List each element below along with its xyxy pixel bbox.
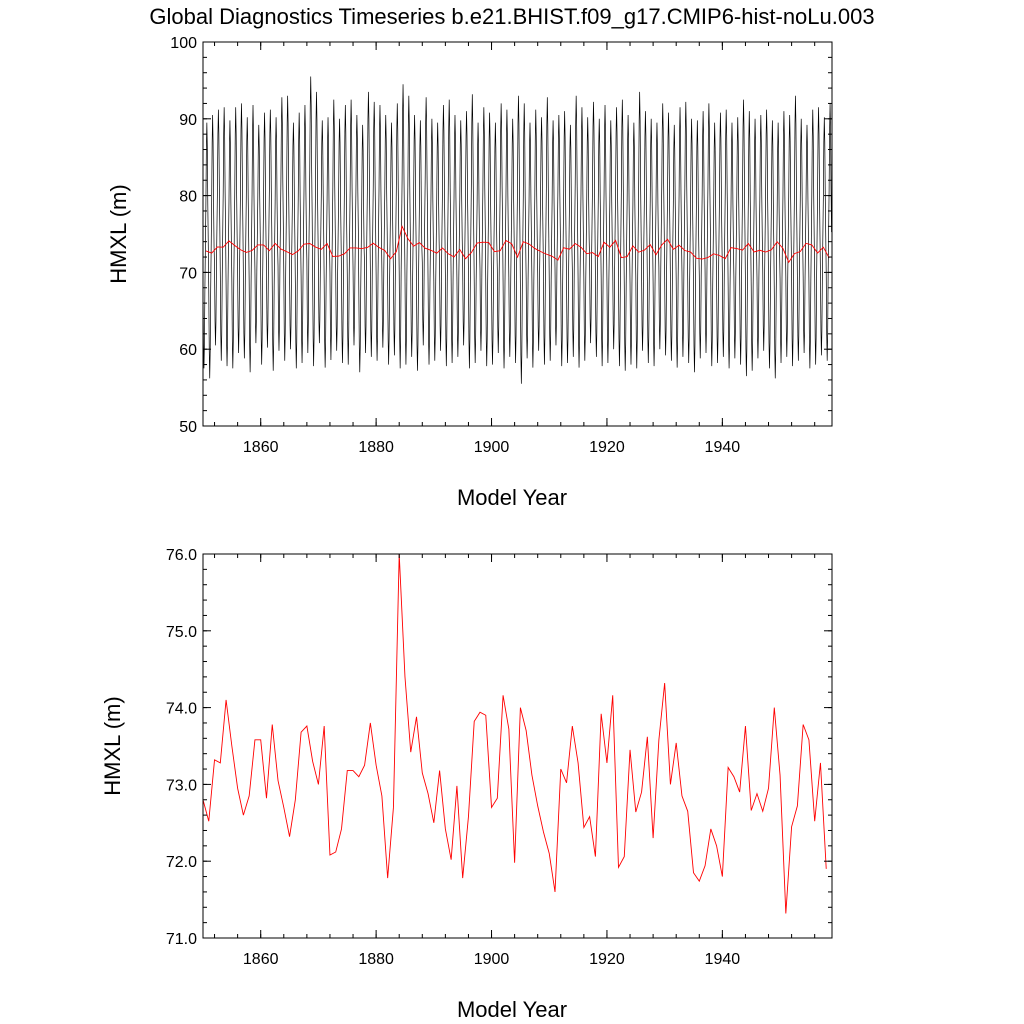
bottom-panel: 71.0 72.0 73.0 74.0 75.0 76.0 1860 1880 1900 1920… [100, 547, 833, 1022]
bottom-panel-ticks [203, 553, 832, 939]
figure-title: Global Diagnostics Timeseries b.e21.BHIS… [149, 4, 874, 29]
bottom-panel-tick-labels: 71.0 72.0 73.0 74.0 75.0 76.0 1860 1880 1900 1920… [166, 547, 740, 968]
top-x-tick-label: 1860 [243, 439, 279, 456]
bottom-y-tick-label: 74.0 [166, 701, 197, 718]
top-x-axis-label: Model Year [457, 485, 567, 510]
top-y-tick-label: 100 [170, 35, 197, 52]
top-y-tick-label: 80 [179, 189, 197, 206]
top-panel-tick-labels: 50 60 70 80 90 100 1860 1880 1900 1920 1940 [170, 35, 740, 456]
top-y-tick-label: 90 [179, 112, 197, 129]
top-x-tick-label: 1940 [705, 439, 741, 456]
bottom-x-tick-label: 1860 [243, 951, 279, 968]
bottom-x-tick-label: 1940 [705, 951, 741, 968]
top-panel-ticks [203, 41, 832, 427]
monthly-series-line [202, 76, 832, 384]
annual-mean-line [205, 224, 830, 264]
bottom-y-tick-label: 73.0 [166, 777, 197, 794]
top-panel-marks [202, 76, 832, 384]
top-x-tick-label: 1920 [589, 439, 625, 456]
bottom-y-tick-label: 75.0 [166, 624, 197, 641]
top-y-tick-label: 60 [179, 342, 197, 359]
annual-mean-line [202, 553, 827, 914]
bottom-y-tick-label: 71.0 [166, 931, 197, 948]
top-y-tick-label: 70 [179, 265, 197, 282]
bottom-y-tick-label: 76.0 [166, 547, 197, 564]
top-panel: 50 60 70 80 90 100 1860 1880 1900 1920 1940 Model … [106, 35, 833, 510]
top-y-axis-label: HMXL (m) [106, 184, 131, 283]
bottom-y-axis-label: HMXL (m) [100, 696, 125, 795]
top-x-tick-label: 1900 [474, 439, 510, 456]
bottom-x-tick-label: 1880 [358, 951, 394, 968]
bottom-panel-frame [202, 553, 833, 939]
top-y-tick-label: 50 [179, 419, 197, 436]
bottom-x-tick-label: 1900 [474, 951, 510, 968]
bottom-x-axis-label: Model Year [457, 997, 567, 1022]
bottom-x-tick-label: 1920 [589, 951, 625, 968]
top-x-tick-label: 1880 [358, 439, 394, 456]
top-panel-frame [202, 41, 833, 427]
bottom-y-tick-label: 72.0 [166, 854, 197, 871]
bottom-panel-marks [202, 553, 827, 914]
